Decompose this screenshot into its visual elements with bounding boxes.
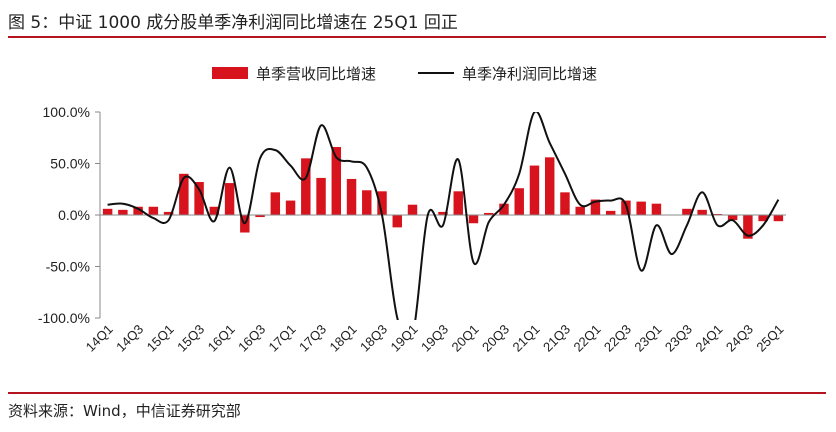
revenue-bar <box>301 158 311 215</box>
title-divider <box>8 36 826 38</box>
revenue-bar <box>102 208 113 215</box>
x-tick-label: 17Q1 <box>266 322 299 355</box>
revenue-bar <box>651 203 662 215</box>
x-tick-label: 15Q3 <box>174 322 207 355</box>
revenue-bar <box>758 215 768 222</box>
revenue-bar <box>544 157 555 215</box>
revenue-bar <box>346 178 357 215</box>
revenue-bar <box>224 183 235 215</box>
revenue-bar <box>468 215 479 224</box>
x-tick-label: 22Q1 <box>570 322 603 355</box>
revenue-bar <box>590 199 601 215</box>
revenue-bar <box>529 165 540 215</box>
x-tick-label: 22Q3 <box>601 322 634 355</box>
x-tick-label: 18Q3 <box>357 322 390 355</box>
x-tick-label: 14Q3 <box>113 322 146 355</box>
net-profit-line <box>107 112 780 320</box>
x-tick-label: 24Q1 <box>692 322 725 355</box>
y-tick-label: 50.0% <box>50 156 90 172</box>
revenue-bar <box>743 215 753 239</box>
legend: 单季营收同比增速 单季净利润同比增速 <box>212 65 597 83</box>
revenue-bar <box>194 182 204 215</box>
revenue-bar <box>362 190 372 215</box>
x-tick-label: 19Q1 <box>388 322 421 355</box>
revenue-bar <box>392 215 402 228</box>
revenue-bar <box>773 215 784 222</box>
x-tick-label: 20Q1 <box>449 322 482 355</box>
y-tick-label: 0.0% <box>58 207 90 223</box>
revenue-bar <box>605 210 616 215</box>
revenue-bar <box>255 215 265 218</box>
x-tick-label: 21Q3 <box>540 322 573 355</box>
revenue-bar <box>148 206 159 215</box>
x-tick-label: 25Q1 <box>753 322 786 355</box>
x-tick-label: 23Q3 <box>662 322 695 355</box>
revenue-bar <box>285 200 296 215</box>
x-tick-label: 19Q3 <box>418 322 451 355</box>
revenue-bar <box>163 211 174 215</box>
chart: 单季营收同比增速 单季净利润同比增速 100.0% 50.0% 0.0% -50.0%… <box>38 65 787 355</box>
source-note: 资料来源：Wind，中信证券研究部 <box>8 402 241 420</box>
revenue-bar <box>514 188 524 215</box>
source-divider <box>8 392 826 394</box>
revenue-bar <box>118 209 128 215</box>
revenue-bar <box>575 206 585 215</box>
legend-line-label: 单季净利润同比增速 <box>462 65 597 83</box>
legend-bar-swatch <box>212 67 248 79</box>
x-axis: 14Q114Q315Q115Q316Q116Q317Q117Q318Q118Q3… <box>83 322 787 355</box>
revenue-bar <box>453 191 463 215</box>
revenue-bar <box>484 212 494 215</box>
line-series <box>107 112 780 320</box>
x-tick-label: 20Q3 <box>479 322 512 355</box>
y-tick-label: -50.0% <box>46 259 90 275</box>
revenue-bar <box>682 208 692 215</box>
x-tick-label: 18Q1 <box>327 322 360 355</box>
revenue-bar <box>636 201 646 215</box>
x-tick-label: 21Q1 <box>509 322 542 355</box>
legend-bar-label: 单季营收同比增速 <box>256 65 376 83</box>
revenue-bar <box>209 206 220 215</box>
revenue-bar <box>133 206 143 215</box>
revenue-bar <box>179 173 189 215</box>
revenue-bar <box>697 209 707 215</box>
revenue-bar <box>331 147 342 215</box>
revenue-bar <box>316 177 326 215</box>
x-tick-label: 15Q1 <box>144 322 177 355</box>
x-tick-label: 16Q1 <box>205 322 238 355</box>
x-tick-label: 17Q3 <box>296 322 329 355</box>
revenue-bar <box>377 191 387 215</box>
revenue-bar <box>407 204 418 215</box>
y-axis: 100.0% 50.0% 0.0% -50.0% -100.0% <box>38 104 101 326</box>
x-tick-label: 16Q3 <box>235 322 268 355</box>
y-tick-label: 100.0% <box>43 104 90 120</box>
revenue-bar <box>712 213 723 215</box>
revenue-bar <box>560 192 570 215</box>
x-tick-label: 14Q1 <box>83 322 116 355</box>
revenue-bar <box>499 203 509 215</box>
chart-title: 图 5：中证 1000 成分股单季净利润同比增速在 25Q1 回正 <box>8 13 458 33</box>
x-tick-label: 24Q3 <box>723 322 756 355</box>
revenue-bar <box>270 192 281 215</box>
revenue-bar <box>438 211 448 215</box>
revenue-bar <box>727 215 738 221</box>
x-tick-label: 23Q1 <box>631 322 664 355</box>
bar-series <box>102 147 784 239</box>
y-tick-label: -100.0% <box>38 310 90 326</box>
